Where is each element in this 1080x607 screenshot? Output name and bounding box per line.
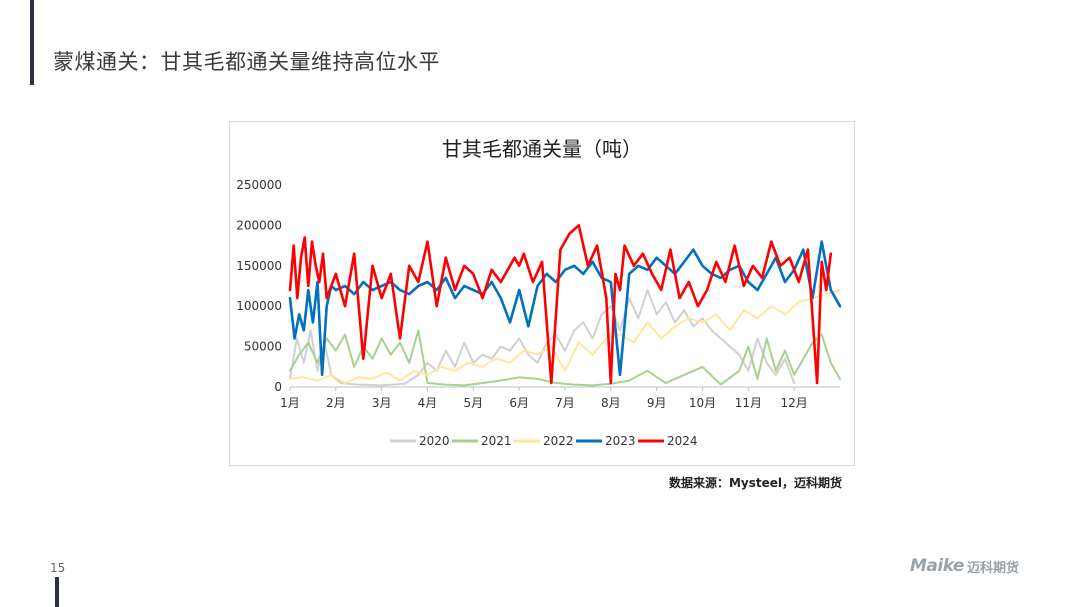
- legend-label-2022: 2022: [543, 434, 574, 448]
- y-axis: 0 50000 100000 150000 200000 250000: [236, 178, 282, 394]
- logo-text: 迈科期货: [966, 560, 1019, 576]
- chart-title: 甘其毛都通关量（吨）: [442, 137, 642, 161]
- x-tick-label: 8月: [601, 396, 621, 410]
- slide-title: 蒙煤通关：甘其毛都通关量维持高位水平: [53, 50, 440, 74]
- accent-bar-bottom: [55, 577, 59, 607]
- legend-label-2023: 2023: [605, 434, 636, 448]
- legend-label-2021: 2021: [481, 434, 512, 448]
- x-axis: 1月 2月 3月 4月 5月 6月 7月 8月 9月 10月 11月 12月: [280, 386, 840, 410]
- y-tick-label: 50000: [244, 340, 282, 354]
- series-layer: [288, 224, 842, 387]
- y-tick-label: 100000: [236, 299, 282, 313]
- y-tick-label: 0: [274, 380, 282, 394]
- accent-bar-top: [30, 0, 34, 85]
- legend-label-2020: 2020: [419, 434, 450, 448]
- x-tick-label: 1月: [280, 396, 300, 410]
- x-tick-label: 12月: [781, 396, 808, 410]
- y-tick-label: 200000: [236, 218, 282, 232]
- chart-frame: 甘其毛都通关量（吨） 0 50000 100000 150000 200000 25000…: [229, 121, 855, 466]
- series-line-2023: [288, 240, 842, 377]
- x-tick-label: 4月: [418, 396, 438, 410]
- logo-mark: Maike: [910, 556, 964, 576]
- x-tick-label: 2月: [326, 396, 346, 410]
- y-tick-label: 250000: [236, 178, 282, 192]
- x-tick-label: 6月: [509, 396, 529, 410]
- x-tick-label: 9月: [647, 396, 667, 410]
- x-tick-label: 7月: [555, 396, 575, 410]
- x-tick-label: 5月: [464, 396, 484, 410]
- series-line-2024: [288, 224, 833, 385]
- legend-label-2024: 2024: [667, 434, 698, 448]
- source-note: 数据来源：Mysteel，迈科期货: [668, 476, 842, 490]
- x-tick-label: 11月: [735, 396, 762, 410]
- company-logo: Maike 迈科期货: [910, 556, 1019, 576]
- x-tick-label: 10月: [689, 396, 716, 410]
- x-tick-label: 3月: [372, 396, 392, 410]
- series-line-2022: [289, 289, 841, 384]
- legend: 2020 2021 2022 2023 2024: [390, 434, 698, 448]
- line-chart: 甘其毛都通关量（吨） 0 50000 100000 150000 200000 25000…: [236, 137, 842, 448]
- page-number: 15: [50, 561, 66, 575]
- series-line-2021: [289, 329, 841, 387]
- y-tick-label: 150000: [236, 259, 282, 273]
